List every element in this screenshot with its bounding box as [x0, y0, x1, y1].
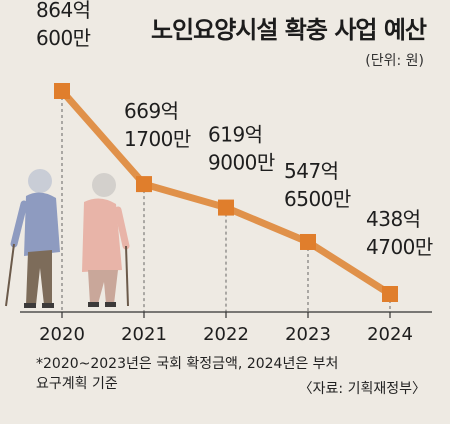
unit-label: (단위: 원)	[365, 53, 424, 69]
data-label-2021: 669억 1700만	[124, 99, 191, 151]
data-point-2023	[300, 233, 316, 250]
x-tick-label-2022: 2022	[203, 324, 249, 345]
data-label-2020-line-1: 864억	[36, 0, 91, 22]
footnote-line-1: *2020~2023년은 국회 확정금액, 2024년은 부처	[36, 356, 339, 372]
data-label-2022: 619억 9000만	[208, 123, 275, 175]
x-tick-label-2020: 2020	[39, 324, 85, 345]
data-markers	[54, 83, 398, 302]
data-point-2024	[382, 286, 398, 302]
x-tick-label-2024: 2024	[367, 324, 413, 345]
data-label-2023: 547억 6500만	[284, 159, 351, 211]
elderly-couple-illustration	[5, 169, 130, 308]
footnote-line-2: 요구계획 기준	[36, 376, 118, 392]
x-tick-label-2021: 2021	[121, 324, 167, 345]
data-label-2024: 438억 4700만	[366, 207, 433, 259]
data-label-2020: 864억 600만	[36, 0, 91, 50]
data-label-2021-line-2: 1700만	[124, 127, 191, 151]
source-label: 〈자료: 기획재정부〉	[298, 381, 426, 397]
chart-title: 노인요양시설 확충 사업 예산	[150, 16, 427, 44]
data-label-2024-line-1: 438억	[366, 207, 421, 231]
footnote: *2020~2023년은 국회 확정금액, 2024년은 부처 요구계획 기준	[36, 354, 416, 394]
x-ticks: 2020 2021 2022 2023 2024	[39, 312, 413, 345]
data-label-2023-line-1: 547억	[284, 159, 339, 183]
data-label-2020-line-2: 600만	[36, 26, 91, 50]
data-label-2024-line-2: 4700만	[366, 235, 433, 259]
data-label-2021-line-1: 669억	[124, 99, 179, 123]
data-point-2020	[54, 83, 70, 99]
data-label-2022-line-2: 9000만	[208, 151, 275, 175]
data-label-2023-line-2: 6500만	[284, 187, 351, 211]
data-label-2022-line-1: 619억	[208, 123, 263, 147]
data-point-2021	[136, 176, 152, 193]
data-point-2022	[218, 199, 234, 216]
x-tick-label-2023: 2023	[285, 324, 331, 345]
